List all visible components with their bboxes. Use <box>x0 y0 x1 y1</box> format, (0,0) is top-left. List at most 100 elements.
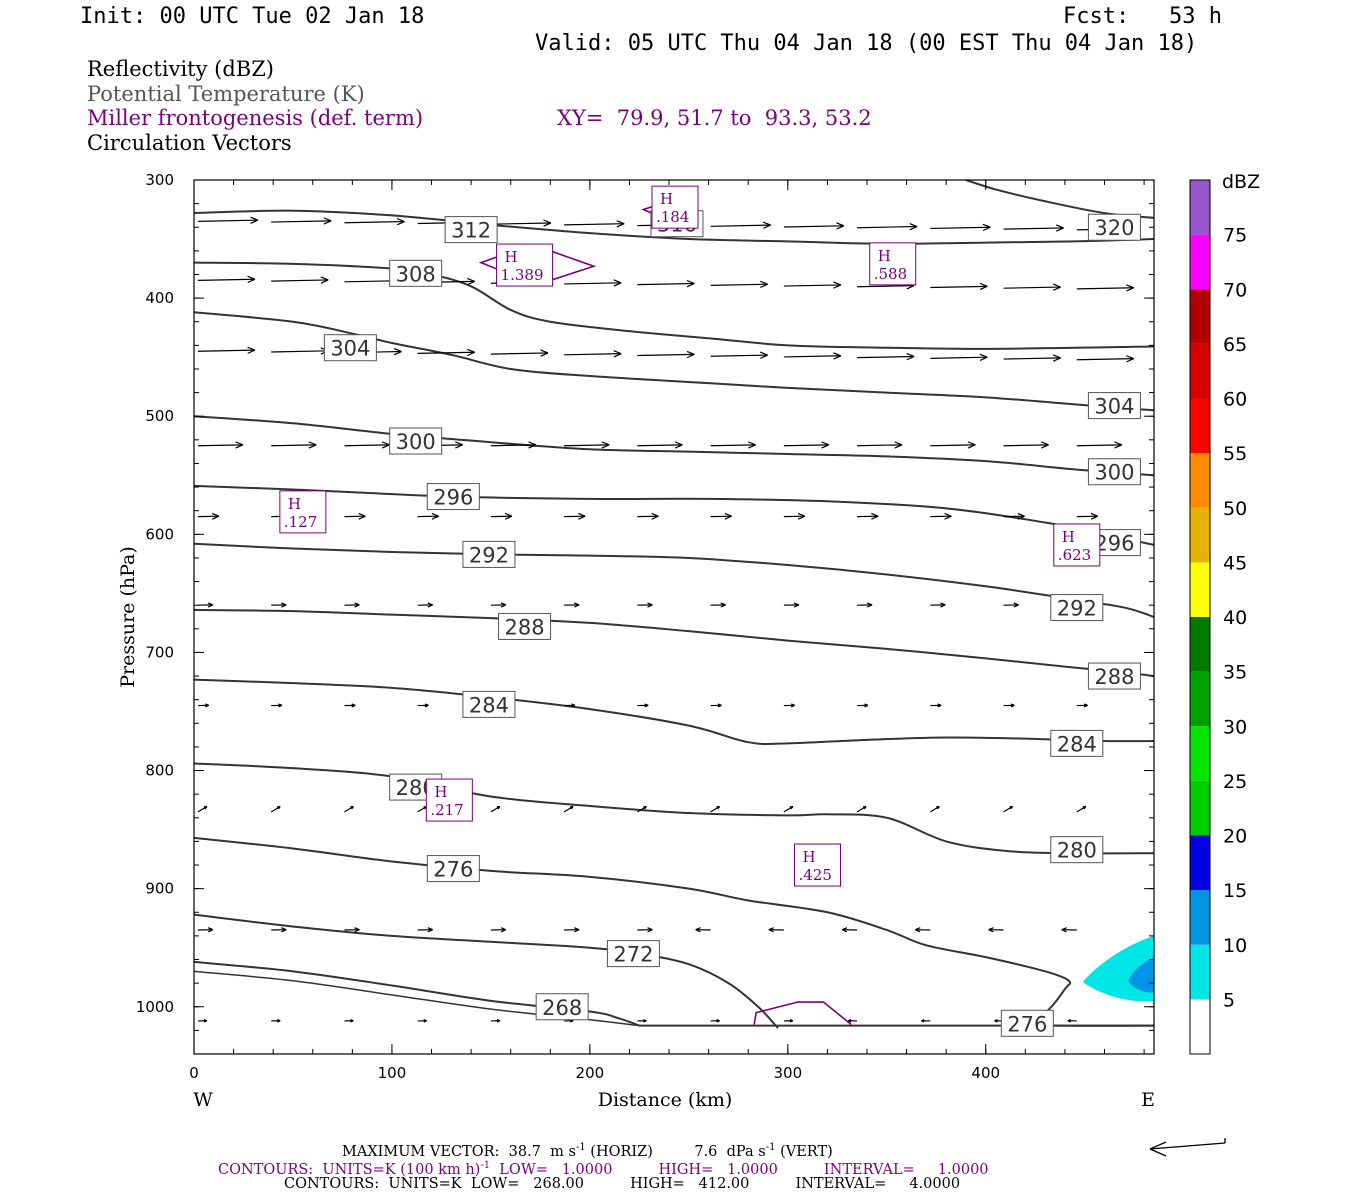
fronto-max-value: .425 <box>799 866 832 884</box>
circulation-vector <box>637 512 659 520</box>
theta-contour-320 <box>965 180 1154 219</box>
circulation-vector <box>930 602 946 608</box>
circulation-vector <box>783 1019 794 1023</box>
field-label-reflectivity: Reflectivity (dBZ) <box>87 57 275 81</box>
circulation-vector <box>637 1019 647 1023</box>
theta-label: 308 <box>389 259 443 287</box>
y-tick-label: 600 <box>145 525 174 543</box>
circulation-vector <box>783 281 842 289</box>
theta-label-text: 300 <box>396 430 436 454</box>
circulation-vector <box>921 1019 931 1023</box>
fronto-max-label: H.425 <box>794 843 842 887</box>
circulation-vector <box>637 805 647 813</box>
theta-label: 304 <box>1087 392 1141 420</box>
colorbar-label: 45 <box>1223 552 1247 574</box>
fronto-max-letter: H <box>505 248 518 266</box>
circulation-vector <box>1003 703 1015 708</box>
x-end-label-east: E <box>1141 1089 1155 1111</box>
circulation-vector <box>930 512 952 520</box>
circulation-vector <box>857 352 915 361</box>
fronto-max-letter: H <box>1062 528 1075 546</box>
circulation-vector <box>197 602 214 608</box>
y-tick-label: 800 <box>145 762 174 780</box>
theta-contour-note: CONTOURS: UNITS=K LOW= 268.00 HIGH= 412.… <box>284 1176 961 1192</box>
theta-label: 292 <box>462 540 516 568</box>
colorbar-swatch <box>1190 562 1210 617</box>
x-tick-label: 100 <box>378 1064 407 1082</box>
circulation-vector <box>783 703 795 708</box>
circulation-vector <box>1076 355 1135 363</box>
circulation-vector <box>197 805 208 813</box>
y-tick-label: 300 <box>145 171 174 189</box>
circulation-vector <box>564 602 580 608</box>
colorbar-swatch <box>1190 835 1210 891</box>
theta-label: 268 <box>535 993 589 1021</box>
circulation-vector <box>564 927 580 933</box>
fronto-max-letter: H <box>660 190 673 208</box>
theta-contour-280 <box>194 762 1154 855</box>
circulation-vector <box>1003 512 1025 520</box>
fronto-max-label: H1.389 <box>496 243 554 287</box>
circulation-vector <box>344 703 356 708</box>
colorbar-label: 40 <box>1223 607 1247 629</box>
y-tick-label: 900 <box>145 880 174 898</box>
colorbar-label: 50 <box>1223 498 1247 520</box>
circulation-vector <box>271 347 329 355</box>
circulation-vector <box>783 512 806 520</box>
theta-contour-272 <box>194 913 779 1029</box>
forecast-hour: Fcst: 53 h <box>1063 4 1222 29</box>
circulation-vector <box>564 703 576 708</box>
circulation-vector <box>988 927 1004 933</box>
circulation-vector <box>271 217 332 225</box>
circulation-vector <box>197 216 259 224</box>
circulation-vector <box>490 512 513 520</box>
colorbar-swatch <box>1190 726 1210 781</box>
theta-label: 284 <box>462 690 516 718</box>
theta-label: 280 <box>1050 836 1104 864</box>
x-axis-label: Distance (km) <box>598 1089 733 1111</box>
circulation-vector <box>197 1019 208 1023</box>
circulation-vector <box>841 927 858 933</box>
fronto-max-letter: H <box>878 247 891 265</box>
circulation-vector <box>637 703 649 708</box>
theta-label: 288 <box>498 612 552 640</box>
colorbar-label: 70 <box>1223 279 1247 301</box>
theta-label-text: 268 <box>542 996 582 1020</box>
circulation-vector <box>564 220 625 228</box>
circulation-vector <box>490 349 549 357</box>
theta-label-text: 272 <box>613 943 653 967</box>
circulation-vector <box>637 927 653 933</box>
colorbar-label: 75 <box>1223 225 1247 247</box>
theta-label: 300 <box>389 427 443 455</box>
circulation-vector <box>271 602 287 608</box>
theta-contour-312 <box>194 209 1154 245</box>
theta-label: 272 <box>606 940 660 968</box>
valid-time: Valid: 05 UTC Thu 04 Jan 18 (00 EST Thu … <box>535 31 1198 56</box>
theta-label: 292 <box>1050 594 1104 622</box>
circulation-vector <box>915 927 931 933</box>
circulation-vector <box>197 512 220 520</box>
circulation-vector <box>710 602 726 608</box>
theta-label: 276 <box>426 855 480 883</box>
circulation-vector <box>710 512 732 520</box>
circulation-vector <box>857 222 918 231</box>
circulation-vector <box>856 805 867 813</box>
circulation-vector <box>930 703 942 708</box>
colorbar-swatch <box>1190 398 1210 454</box>
circulation-vector <box>1076 441 1123 449</box>
circulation-vector <box>271 927 287 933</box>
colorbar-swatch <box>1190 944 1210 1000</box>
circulation-vector <box>490 441 537 449</box>
circulation-vector <box>563 805 574 813</box>
fronto-max-value: 1.389 <box>501 266 544 284</box>
fronto-max-letter: H <box>803 848 816 866</box>
colorbar-swatch <box>1190 890 1210 945</box>
circulation-vector <box>197 703 210 708</box>
x-tick-label: 200 <box>576 1064 605 1082</box>
theta-label: 304 <box>323 334 377 362</box>
fronto-max-value: .127 <box>284 513 317 531</box>
circulation-vector <box>564 512 586 520</box>
colorbar-swatch <box>1190 507 1210 563</box>
circulation-vector <box>710 351 768 359</box>
circulation-vector <box>847 1019 858 1023</box>
